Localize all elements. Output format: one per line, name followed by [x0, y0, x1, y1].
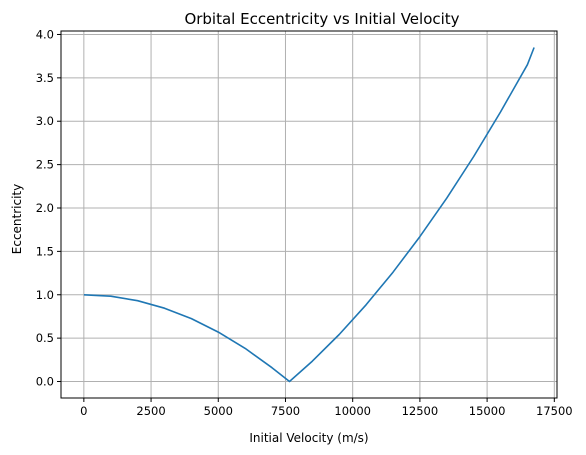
- x-tick-label: 15000: [469, 404, 506, 418]
- y-tick-label: 1.0: [36, 288, 54, 302]
- x-tick-label: 17500: [536, 404, 573, 418]
- x-tick-label: 12500: [402, 404, 439, 418]
- y-tick-label: 0.5: [36, 331, 54, 345]
- y-tick-label: 2.0: [36, 201, 54, 215]
- x-axis-label: Initial Velocity (m/s): [249, 431, 368, 445]
- y-axis: 0.0 0.5 1.0 1.5 2.0 2.5 3.0 3.5 4.0: [36, 27, 61, 389]
- x-axis: 0 2500 5000 7500 10000 12500 15000 17500: [80, 398, 573, 418]
- x-tick-label: 0: [80, 404, 87, 418]
- y-axis-label: Eccentricity: [10, 184, 24, 254]
- series-line: [83, 47, 535, 383]
- x-tick-label: 5000: [204, 404, 233, 418]
- plot-frame: [60, 30, 558, 399]
- y-tick-label: 3.0: [36, 114, 54, 128]
- chart-title: Orbital Eccentricity vs Initial Velocity: [184, 10, 459, 28]
- y-tick-label: 0.0: [36, 375, 54, 389]
- x-tick-label: 2500: [136, 404, 165, 418]
- y-tick-label: 4.0: [36, 27, 54, 41]
- grid: [61, 31, 557, 398]
- y-tick-label: 3.5: [36, 71, 54, 85]
- series-layer: [83, 47, 535, 383]
- y-tick-label: 2.5: [36, 158, 54, 172]
- x-tick-label: 7500: [271, 404, 300, 418]
- y-tick-label: 1.5: [36, 244, 54, 258]
- x-tick-label: 10000: [334, 404, 371, 418]
